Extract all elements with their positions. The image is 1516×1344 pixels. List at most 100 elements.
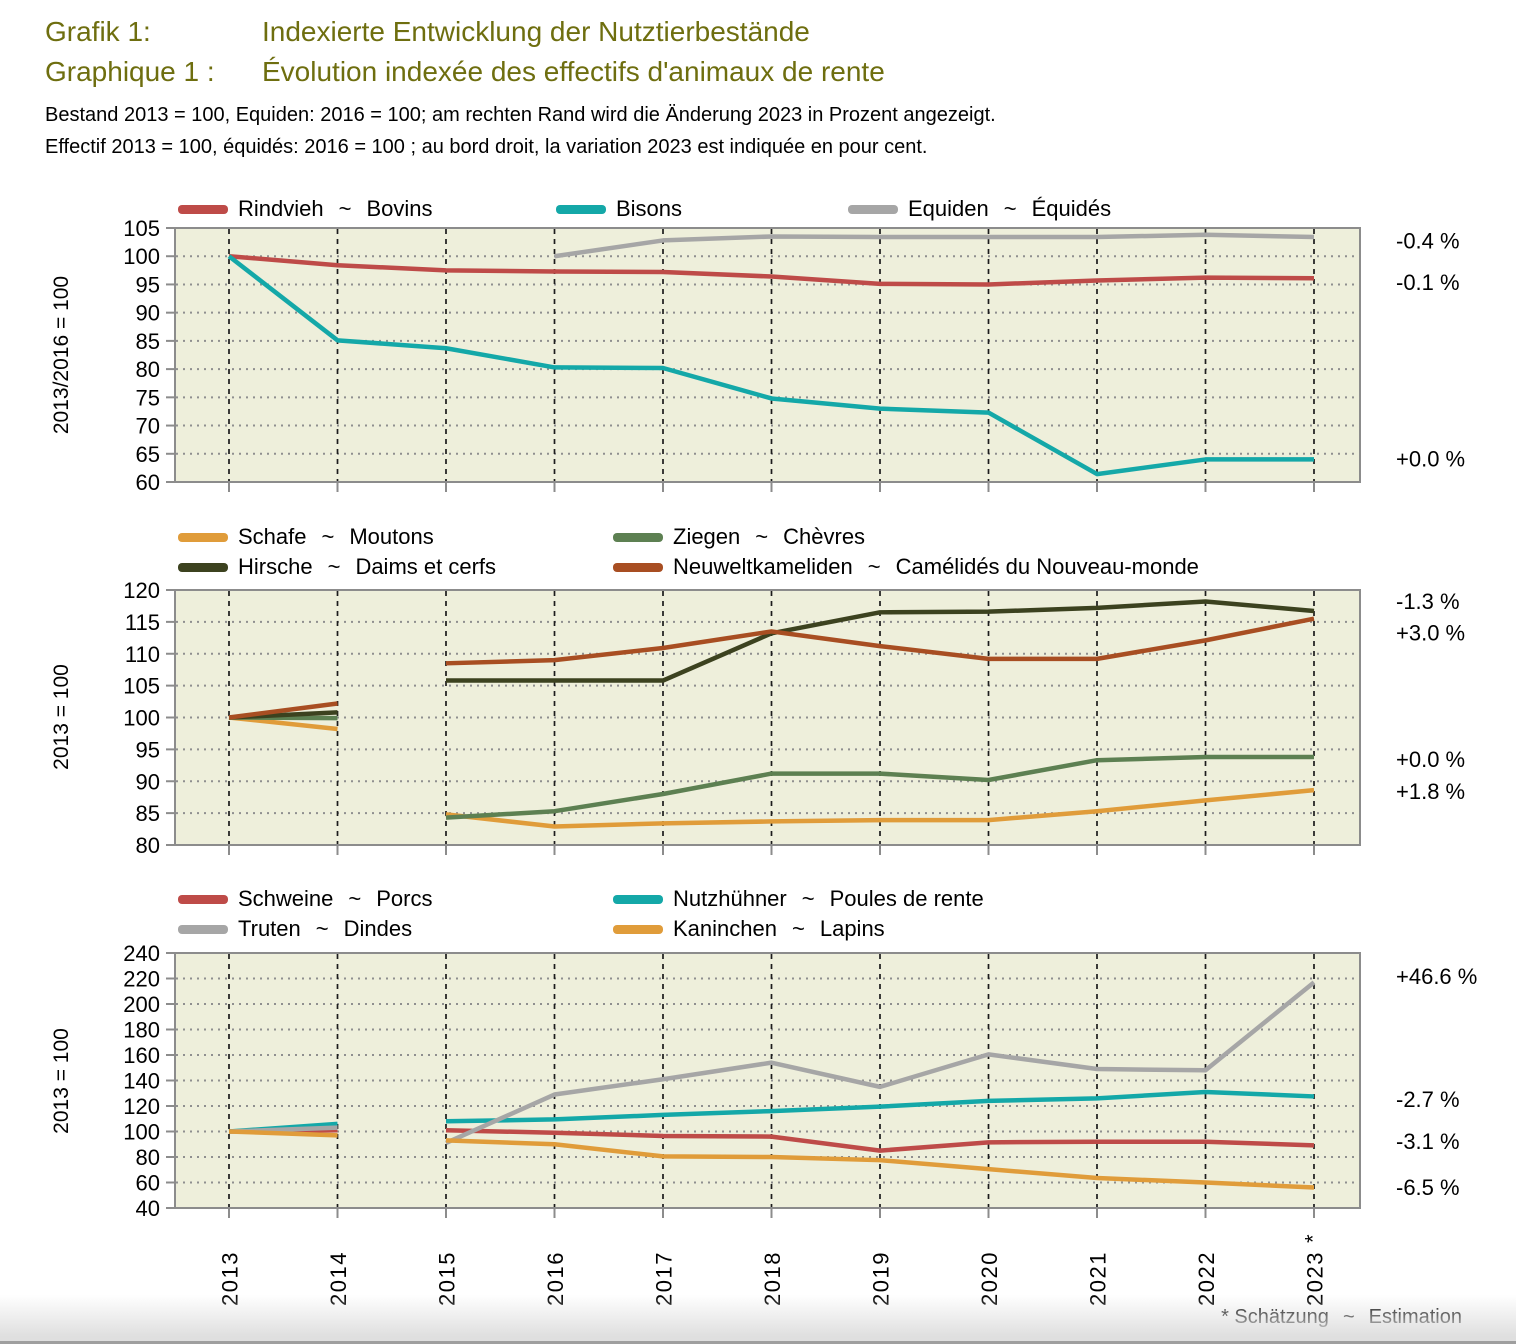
y-tick-label: 65 — [136, 442, 160, 467]
title-de-label: Grafik 1: — [45, 16, 151, 47]
series-line-schafe — [445, 787, 1315, 829]
series-line-ziegen — [445, 754, 1314, 820]
legend-label-fr: Dindes — [343, 916, 413, 941]
y-tick-label: 160 — [123, 1043, 160, 1068]
y-tick-label: 60 — [136, 1171, 160, 1196]
legend-label-de: Bisons — [616, 196, 683, 221]
legend-item-schweine: Schweine ~ Porcs — [178, 886, 433, 912]
y-tick-label: 95 — [136, 272, 160, 297]
legend-swatch-neuweltkameliden — [613, 562, 663, 572]
y-tick-label: 60 — [136, 470, 160, 495]
y-tick-label: 110 — [125, 642, 160, 667]
y-tick-label: 90 — [136, 301, 160, 326]
y-tick-label: 220 — [123, 967, 160, 992]
y-tick-label: 90 — [136, 769, 160, 794]
y-tick-label: 100 — [123, 1120, 160, 1145]
legend-swatch-rindvieh — [178, 204, 228, 214]
legend-tilde: ~ — [321, 524, 335, 549]
series-line-equiden — [554, 232, 1315, 259]
legend-item-bisons: Bisons — [556, 196, 682, 222]
legend-label-fr: Camélidés du Nouveau-monde — [895, 554, 1199, 579]
y-tick-label: 105 — [123, 216, 160, 241]
pct-change-label-hirsche: -1.3 % — [1396, 589, 1460, 614]
y-tick-label: 85 — [136, 329, 160, 354]
subtitle-de: Bestand 2013 = 100, Equiden: 2016 = 100;… — [45, 104, 996, 126]
legend-item-hirsche: Hirsche ~ Daims et cerfs — [178, 554, 496, 580]
legend-item-rindvieh: Rindvieh ~ Bovins — [178, 196, 433, 222]
y-tick-label: 80 — [136, 833, 160, 858]
legend-item-neuweltkameliden: Neuweltkameliden ~ Camélidés du Nouveau-mo… — [613, 554, 1199, 580]
legend-item-kaninchen: Kaninchen ~ Lapins — [613, 916, 885, 942]
legend-swatch-equiden — [848, 204, 898, 214]
series-line-hirsche — [446, 599, 1315, 683]
pct-change-label-bisons: +0.0 % — [1396, 446, 1465, 471]
pct-change-label-neuweltkameliden: +3.0 % — [1396, 621, 1465, 646]
y-tick-label: 120 — [123, 578, 160, 603]
legend-swatch-bisons — [556, 204, 606, 214]
legend-item-truten: Truten ~ Dindes — [178, 916, 412, 942]
series-line-rindvieh — [228, 253, 1315, 287]
y-tick-label: 40 — [136, 1196, 160, 1221]
pct-change-label-schweine: -3.1 % — [1396, 1129, 1460, 1154]
legend-swatch-ziegen — [613, 532, 663, 542]
series-line-kaninchen — [445, 1138, 1315, 1190]
legend-item-ziegen: Ziegen ~ Chèvres — [613, 524, 865, 550]
series-line-nutzhühner — [445, 1089, 1315, 1124]
y-tick-label: 80 — [136, 1145, 160, 1170]
legend-label-fr: Chèvres — [783, 524, 866, 549]
legend-tilde: ~ — [315, 916, 329, 941]
legend-tilde: ~ — [1003, 196, 1017, 221]
y-tick-label: 200 — [123, 992, 160, 1017]
plot-area — [174, 227, 1361, 483]
legend-label-fr: Équidés — [1031, 196, 1112, 221]
legend-tilde: ~ — [791, 916, 805, 941]
chart-2: 80 85 90 95 100 105 110 115 120 +1.8 % +0.0 % -1.3 … — [123, 578, 1465, 858]
window-bottom-edge — [0, 1295, 1516, 1344]
legend-tilde: ~ — [348, 886, 362, 911]
y-tick-label: 70 — [136, 414, 160, 439]
y-tick-label: 120 — [123, 1094, 160, 1119]
pct-change-label-ziegen: +0.0 % — [1396, 747, 1465, 772]
pct-change-label-kaninchen: -6.5 % — [1396, 1175, 1460, 1200]
chart-1: 60 65 70 75 80 85 90 95 100 105 -0.1 % +0.0 % -0.4 % — [123, 216, 1465, 495]
legend-label-fr: Moutons — [349, 524, 434, 549]
legend-tilde: ~ — [327, 554, 341, 579]
legend-item-equiden: Equiden ~ Équidés — [848, 196, 1111, 222]
legend-label-de: Nutzhühner — [673, 886, 787, 911]
legend-tilde: ~ — [801, 886, 815, 911]
pct-change-label-nutzhühner: -2.7 % — [1396, 1087, 1460, 1112]
legend-swatch-nutzhühner — [613, 894, 663, 904]
legend-label-fr: Poules de rente — [829, 886, 984, 911]
legend-label-fr: Bovins — [366, 196, 433, 221]
legend-label-de: Equiden — [908, 196, 989, 221]
legend-tilde: ~ — [338, 196, 352, 221]
legend-label-fr: Porcs — [376, 886, 433, 911]
pct-change-label-schafe: +1.8 % — [1396, 779, 1465, 804]
title-fr-label: Graphique 1 : — [45, 56, 215, 87]
y-tick-label: 85 — [136, 801, 160, 826]
y-tick-label: 180 — [123, 1018, 160, 1043]
series-line-kaninchen — [228, 1129, 338, 1138]
series-line-truten — [445, 980, 1316, 1146]
y-tick-label: 100 — [123, 706, 160, 731]
title-de-text: Indexierte Entwicklung der Nutztierbestä… — [262, 16, 810, 47]
legend-label-de: Schweine — [238, 886, 334, 911]
legend-item-schafe: Schafe ~ Moutons — [178, 524, 434, 550]
pct-change-label-truten: +46.6 % — [1396, 964, 1477, 989]
y-tick-label: 140 — [123, 1069, 160, 1094]
subtitle-fr: Effectif 2013 = 100, équidés: 2016 = 100… — [45, 136, 928, 158]
y-tick-label: 75 — [136, 385, 160, 410]
y-tick-label: 115 — [125, 610, 160, 635]
pct-change-label-rindvieh: -0.1 % — [1396, 270, 1460, 295]
legend-swatch-kaninchen — [613, 924, 663, 934]
legend-tilde: ~ — [867, 554, 881, 579]
y-tick-label: 240 — [123, 941, 160, 966]
legend-swatch-schafe — [178, 532, 228, 542]
y-tick-label: 95 — [136, 737, 160, 762]
legend-label-fr: Daims et cerfs — [355, 554, 497, 579]
legend-label-de: Truten — [238, 916, 301, 941]
y-tick-label: 100 — [123, 244, 160, 269]
